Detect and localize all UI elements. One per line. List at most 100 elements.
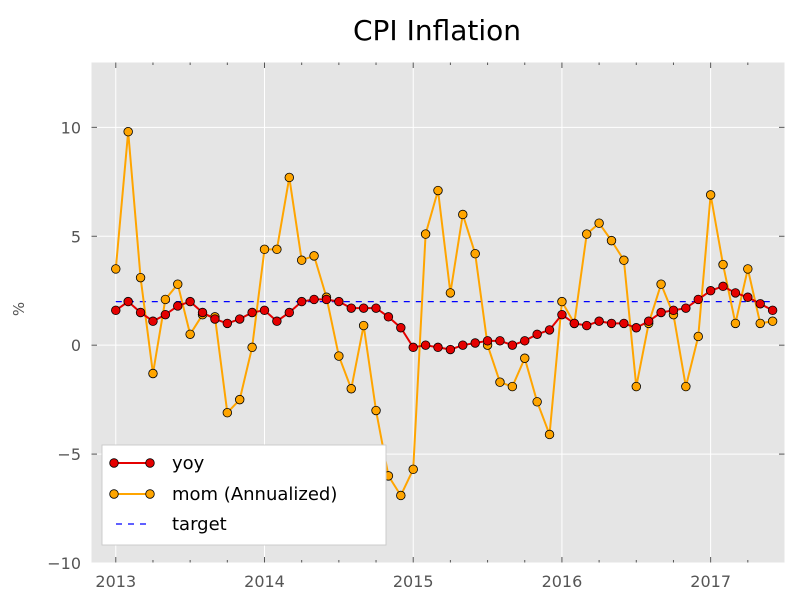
yoy-series-point [185, 296, 195, 307]
yoy-series-point [358, 303, 369, 313]
mom-series-point [631, 381, 641, 392]
mom-series-point [334, 351, 344, 361]
yoy-series-point [148, 316, 158, 326]
mom-series-point [433, 185, 443, 196]
mom-series-point [259, 244, 270, 255]
mom-series-point [160, 294, 171, 305]
x-tick-label: 2014 [244, 572, 285, 591]
mom-series-point [247, 342, 257, 353]
legend-yoy-label: yoy [172, 453, 205, 474]
mom-series-point [309, 251, 319, 261]
yoy-series-point [569, 318, 580, 329]
yoy-series-point [606, 318, 617, 329]
yoy-series-point [445, 344, 456, 355]
mom-series-point [594, 218, 604, 228]
yoy-series-point [346, 303, 356, 313]
yoy-series-point [284, 307, 294, 318]
yoy-series-point [755, 299, 765, 309]
legend-mom-label: mom (Annualized) [172, 484, 337, 505]
mom-series-point [470, 248, 480, 259]
yoy-series-point [408, 342, 418, 353]
x-tick-label: 2017 [690, 572, 731, 591]
yoy-series-point [433, 342, 443, 353]
mom-series-point [730, 318, 741, 329]
mom-series-point [396, 490, 406, 501]
mom-series-point [222, 408, 233, 418]
x-tick-label: 2016 [542, 572, 583, 591]
y-tick-label: 10 [61, 118, 81, 137]
plot-border [90, 61, 786, 564]
yoy-series-point [557, 309, 567, 320]
yoy-series-point [619, 318, 629, 329]
yoy-series-point [470, 338, 480, 348]
mom-series-point [123, 127, 133, 137]
mom-series-point [619, 255, 629, 265]
yoy-series-point [259, 305, 270, 316]
mom-series-point [495, 377, 505, 387]
yoy-series-point [532, 329, 542, 339]
mom-series-point [507, 381, 518, 392]
legend-mom-marker [109, 489, 119, 499]
yoy-series-point [656, 307, 666, 318]
yoy-series-point [197, 307, 208, 318]
mom-series-point [358, 320, 369, 331]
yoy-series-point [743, 292, 753, 302]
mom-series-point [135, 272, 146, 283]
yoy-series-point [420, 340, 431, 350]
plot-area: 10 5 0 −5 −10 2013 2014 2015 2016 2017 yoy mom (Ann… [47, 61, 786, 591]
mom-series-point [445, 288, 456, 298]
mom-series-point [185, 329, 195, 339]
mom-series-point [532, 397, 542, 407]
mom-series-point [111, 264, 121, 274]
legend-yoy-marker [145, 458, 155, 468]
yoy-series-point [111, 305, 121, 316]
yoy-series-point [668, 305, 679, 316]
mom-series-point [544, 429, 555, 440]
yoy-series-point [482, 336, 493, 346]
yoy-series-point [643, 316, 654, 326]
mom-series-point [420, 229, 431, 239]
chart-title: CPI Inflation [353, 14, 521, 47]
mom-series-point [346, 384, 356, 394]
yoy-series-point [160, 309, 171, 320]
mom-series-point [582, 229, 592, 239]
yoy-series-point [693, 294, 703, 305]
yoy-series-point [458, 340, 468, 350]
mom-series-point [557, 296, 567, 307]
mom-series-point [284, 172, 294, 183]
yoy-series-point [495, 336, 505, 346]
legend-target-label: target [172, 514, 227, 535]
yoy-series-point [730, 288, 741, 298]
mom-series-point [148, 368, 158, 379]
mom-series-line [114, 130, 773, 497]
y-tick-label: −5 [57, 445, 81, 464]
legend-mom-marker [145, 489, 155, 499]
yoy-series-point [321, 294, 332, 305]
yoy-series-point [767, 305, 778, 316]
yoy-series-point [334, 296, 344, 307]
yoy-series-point [631, 323, 641, 333]
y-tick-label: −10 [47, 554, 81, 573]
mom-series-point [235, 394, 245, 405]
mom-series-point [743, 264, 753, 274]
mom-series-point [606, 235, 617, 246]
mom-series-point [408, 464, 418, 475]
mom-series-point [458, 209, 468, 220]
yoy-series-point [681, 303, 691, 313]
y-tick-label: 5 [71, 227, 81, 246]
yoy-series-point [210, 314, 220, 324]
mom-series-point [767, 316, 778, 326]
x-tick-label: 2015 [393, 572, 434, 591]
yoy-series-point [383, 312, 394, 322]
yoy-series-point [544, 325, 555, 335]
yoy-series-point [235, 314, 245, 324]
legend-yoy-marker [109, 458, 119, 468]
yoy-series-point [135, 307, 146, 318]
yoy-series-point [594, 316, 604, 326]
yoy-series-point [705, 286, 716, 296]
yoy-series-point [272, 316, 282, 326]
mom-series-point [718, 259, 728, 270]
yoy-series-point [222, 318, 233, 329]
y-axis-label: % [10, 302, 28, 316]
